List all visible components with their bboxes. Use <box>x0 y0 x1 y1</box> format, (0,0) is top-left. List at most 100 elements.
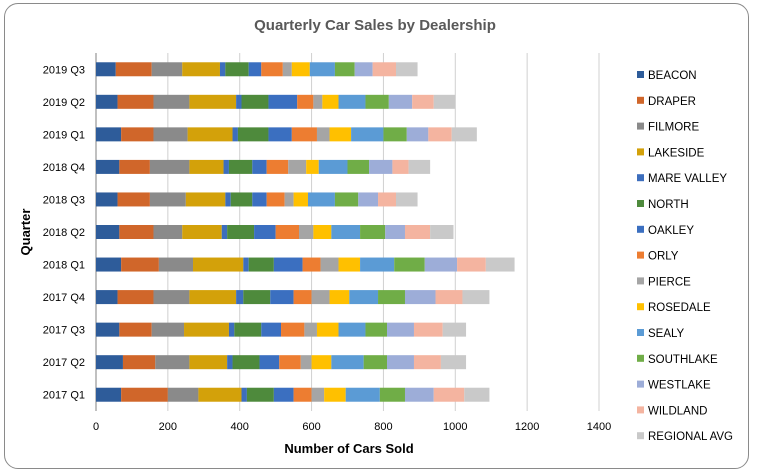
bar-segment <box>412 94 434 109</box>
bar-segment <box>347 159 370 174</box>
y-tick-label: 2019 Q1 <box>43 129 85 141</box>
legend-swatch <box>637 71 644 78</box>
y-tick-label: 2018 Q3 <box>43 194 85 206</box>
bar-segment <box>241 94 269 109</box>
bar-segment <box>338 94 366 109</box>
bar-segment <box>291 62 310 77</box>
bar-segment <box>252 159 267 174</box>
bar-segment <box>221 225 228 239</box>
bar-segment <box>360 225 386 239</box>
bar-segment <box>306 159 319 174</box>
bar-segment <box>96 257 122 272</box>
legend-entry: SEALY <box>648 328 685 340</box>
bar-segment <box>149 159 190 174</box>
bar-segment <box>378 192 397 207</box>
x-tick-label: 1400 <box>587 421 611 433</box>
bar-segment <box>230 192 253 207</box>
legend-swatch <box>637 96 644 104</box>
y-tick-label: 2017 Q1 <box>43 390 85 402</box>
bar-segment <box>153 290 190 305</box>
legend-entry: LAKESIDE <box>648 147 705 159</box>
bar-segment <box>121 127 154 142</box>
bar-segment <box>309 62 335 77</box>
bar-segment <box>313 225 332 239</box>
x-axis-title: Number of Cars Sold <box>284 441 413 456</box>
bar-segment <box>153 225 183 239</box>
bar-segment <box>237 127 269 142</box>
bar-segment <box>282 62 292 77</box>
chart-title: Quarterly Car Sales by Dealership <box>254 17 496 34</box>
bar-segment <box>293 387 312 402</box>
bar-segment <box>266 159 289 174</box>
y-tick-label: 2018 Q2 <box>43 227 85 239</box>
bar-segment <box>387 322 414 337</box>
bar-segment <box>248 62 262 77</box>
x-tick-label: 200 <box>159 421 177 433</box>
bar-segment <box>385 225 405 239</box>
legend-entry: REGIONAL AVG <box>648 431 733 443</box>
legend-entry: ORLY <box>648 251 679 263</box>
bar-segment <box>279 355 301 370</box>
bar-segment <box>153 94 190 109</box>
bar-segment <box>225 62 249 77</box>
bar-segment <box>273 257 303 272</box>
bar-segment <box>329 290 350 305</box>
bar-segment <box>331 225 361 239</box>
bar-segment <box>360 257 395 272</box>
bar-segment <box>115 62 152 77</box>
bar-segment <box>316 127 330 142</box>
bar-segment <box>322 94 339 109</box>
legend-swatch <box>637 354 644 362</box>
bar-segment <box>457 257 486 272</box>
bar-segment <box>485 257 515 272</box>
bar-segment <box>121 387 168 402</box>
bar-segment <box>189 290 237 305</box>
bar-segment <box>185 192 226 207</box>
bar-segment <box>241 387 247 402</box>
bar-segment <box>243 257 249 272</box>
bar-segment <box>236 94 242 109</box>
bar-segment <box>155 355 190 370</box>
bar-segment <box>324 387 346 402</box>
bar-segment <box>430 225 454 239</box>
bar-segment <box>96 159 120 174</box>
bar-segment <box>151 322 185 337</box>
bar-segment <box>149 192 186 207</box>
bar-segment <box>187 127 233 142</box>
bar-segment <box>228 322 235 337</box>
bar-segment <box>275 225 299 239</box>
bar-segment <box>96 192 118 207</box>
bar-segment <box>259 355 280 370</box>
bar-segment <box>153 127 188 142</box>
bar-segment <box>117 290 154 305</box>
bar-segment <box>442 322 467 337</box>
bar-segment <box>96 62 116 77</box>
y-tick-label: 2019 Q2 <box>43 97 85 109</box>
y-tick-label: 2018 Q4 <box>43 162 85 174</box>
bar-segment <box>404 290 436 305</box>
bar-segment <box>392 159 409 174</box>
legend-swatch <box>637 432 644 440</box>
bar-segment <box>121 257 159 272</box>
bar-segment <box>96 127 122 142</box>
bar-segment <box>387 355 414 370</box>
bar-segment <box>304 322 317 337</box>
legend-entry: MARE VALLEY <box>648 173 727 185</box>
bar-segment <box>311 290 330 305</box>
bar-segment <box>223 159 229 174</box>
legend-swatch <box>637 148 644 156</box>
bar-segment <box>273 387 294 402</box>
x-tick-label: 0 <box>93 421 99 433</box>
bar-segment <box>117 192 150 207</box>
y-tick-label: 2017 Q3 <box>43 325 85 337</box>
bar-segment <box>281 322 305 337</box>
bar-segment <box>232 127 238 142</box>
y-tick-label: 2018 Q1 <box>43 260 85 272</box>
bar-segment <box>246 387 274 402</box>
bar-segment <box>151 62 183 77</box>
legend-swatch <box>637 380 644 388</box>
bar-segment <box>288 159 307 174</box>
bar-segment <box>227 225 255 239</box>
legend-entry: FILMORE <box>648 122 699 134</box>
